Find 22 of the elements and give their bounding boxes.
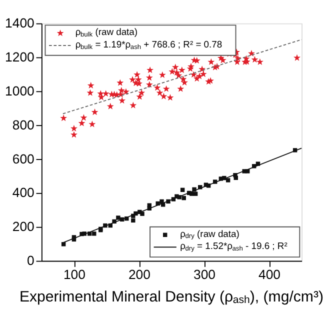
y-tick-label: 200 bbox=[12, 219, 34, 234]
point bbox=[92, 232, 96, 236]
point bbox=[180, 188, 185, 192]
point bbox=[193, 192, 198, 196]
y-tick-label: 1200 bbox=[5, 49, 34, 64]
point bbox=[131, 218, 136, 223]
y-tick-label: 600 bbox=[12, 151, 34, 166]
x-tick-label: 400 bbox=[258, 267, 281, 282]
y-tick-label: 1000 bbox=[5, 83, 34, 98]
y-tick-label: 0 bbox=[27, 253, 34, 268]
point bbox=[61, 242, 66, 246]
y-tick-label: 1400 bbox=[5, 16, 34, 31]
x-tick-label: 100 bbox=[63, 267, 86, 282]
point bbox=[234, 176, 238, 180]
y-tick-label: 800 bbox=[12, 117, 34, 132]
point bbox=[116, 216, 120, 220]
point bbox=[226, 178, 230, 182]
point bbox=[140, 212, 144, 216]
x-tick-label: 200 bbox=[128, 267, 150, 282]
y-tick-label: 400 bbox=[12, 185, 34, 200]
x-tick-label: 300 bbox=[193, 267, 216, 282]
point bbox=[182, 196, 186, 200]
